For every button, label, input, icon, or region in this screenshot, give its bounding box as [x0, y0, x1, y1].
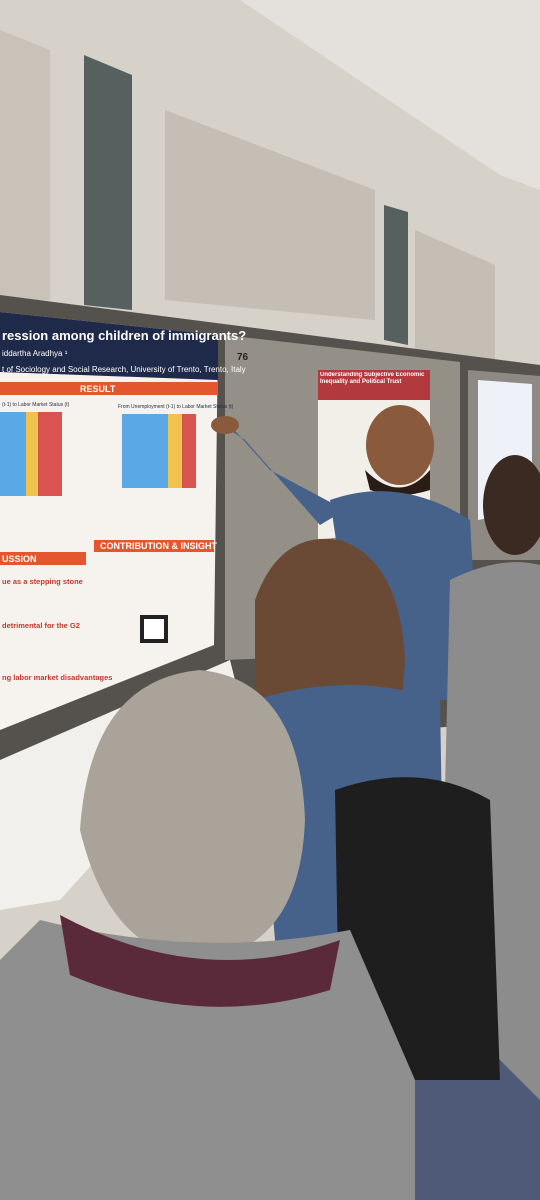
- second-poster-title: Understanding Subjective Economic Inequa…: [320, 372, 425, 385]
- shape: [60, 915, 340, 1007]
- window: [84, 55, 132, 310]
- discussion-point: ng labor market disadvantages: [2, 673, 112, 682]
- result-bar: [0, 382, 218, 395]
- shape: [122, 414, 168, 488]
- shape: [26, 412, 38, 496]
- discussion-bar: [0, 552, 86, 565]
- main-poster: ression among children of immigrants? id…: [0, 312, 246, 730]
- shape: [366, 405, 434, 485]
- contribution-bar: [94, 540, 214, 552]
- right-chart-title: From Unemployment (t-1) to Labor Market …: [118, 404, 234, 410]
- right-chart: [122, 414, 196, 488]
- second-poster-title-box: Understanding Subjective Economic Inequa…: [320, 372, 425, 385]
- discussion-heading: USSION: [2, 554, 37, 564]
- ceiling: [240, 0, 540, 190]
- wall-panel: [0, 30, 50, 300]
- window: [384, 205, 408, 345]
- shape: [255, 538, 405, 720]
- shape: [365, 470, 430, 495]
- shape: [38, 412, 62, 496]
- wall-panel: [415, 230, 495, 360]
- contribution-heading: CONTRIBUTION & INSIGHT: [100, 541, 217, 551]
- poster-title: ression among children of immigrants?: [2, 328, 246, 343]
- shape: [211, 416, 239, 434]
- poster-header: [0, 312, 218, 380]
- attendee-foreground: [0, 670, 415, 1200]
- qr-code-inner: [144, 619, 164, 639]
- shape: [168, 414, 182, 488]
- left-chart-title: (t-1) to Labor Market Status (t): [2, 402, 70, 408]
- shape: [0, 412, 26, 496]
- discussion-point: detrimental for the G2: [2, 621, 80, 630]
- left-chart: [0, 412, 62, 496]
- poster-affiliation: t of Sociology and Social Research, Univ…: [2, 365, 246, 374]
- discussion-point: ue as a stepping stone: [2, 577, 83, 586]
- board-number: 76: [237, 352, 249, 363]
- shape: [80, 670, 305, 960]
- result-heading: RESULT: [80, 384, 116, 394]
- shape: [215, 420, 345, 525]
- poster-author: iddartha Aradhya ¹: [2, 349, 68, 358]
- shape: [483, 455, 540, 555]
- wall-panel: [165, 110, 375, 320]
- shape: [182, 414, 196, 488]
- second-poster-header: [318, 370, 430, 400]
